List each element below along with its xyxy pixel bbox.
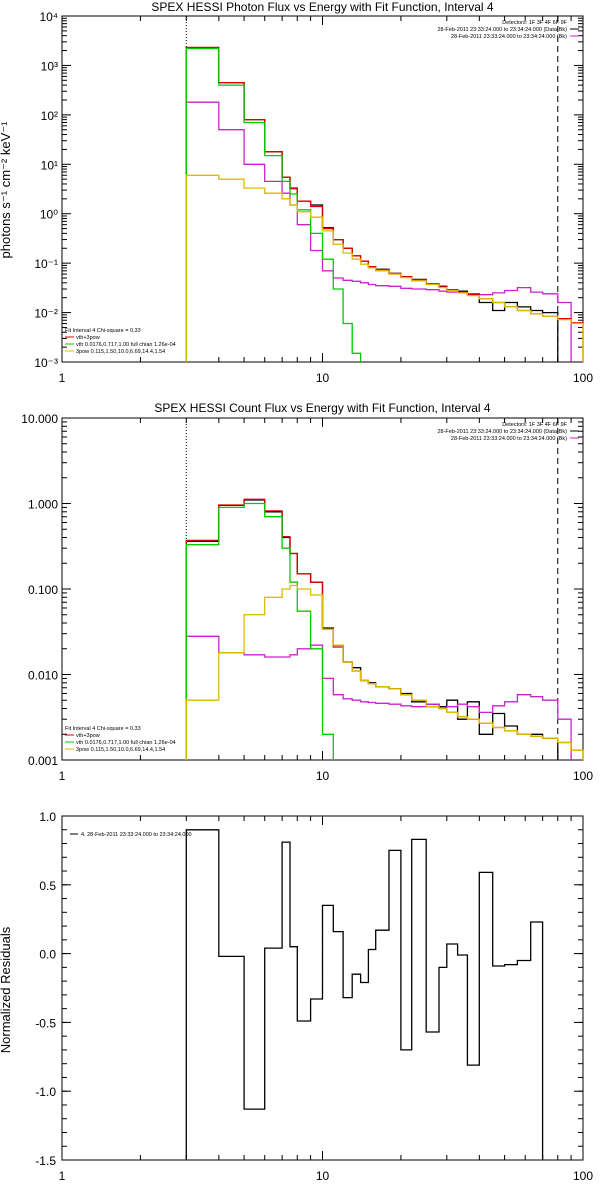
chart-title: SPEX HESSI Count Flux vs Energy with Fit… <box>154 401 490 415</box>
legend-top-right-entry: 28-Feb-2011 23:33:24.000 to 23:34:24.000… <box>451 436 567 442</box>
series-data-bk <box>185 499 559 760</box>
x-tick-label: 10 <box>316 769 330 783</box>
series-vth-3pow <box>185 46 584 362</box>
legend-bottom-left-entry: 3pow 0.115,1.50,10.0,6.69,14.4,1.54 <box>76 747 165 753</box>
series-vth <box>185 502 334 760</box>
x-tick-label: 100 <box>573 769 593 783</box>
legend-entry: 4. 28-Feb-2011 23:33:24.000 to 23:34:24.… <box>81 832 192 838</box>
chart-panel-2: SPEX HESSI Count Flux vs Energy with Fit… <box>21 401 593 783</box>
y-tick-label: 10³ <box>41 59 58 73</box>
series-bk <box>185 101 572 362</box>
y-tick-label: 0.010 <box>28 669 58 683</box>
legend-bottom-left-entry: vth+3pow <box>76 335 100 341</box>
y-tick-label: 10⁴ <box>39 10 58 24</box>
series-data-bk <box>185 46 559 362</box>
series-residuals <box>185 829 544 1160</box>
x-tick-label: 1 <box>59 769 66 783</box>
chart-panel-1: SPEX HESSI Photon Flux vs Energy with Fi… <box>0 0 593 385</box>
y-tick-label: -1.5 <box>35 1154 56 1168</box>
legend-bottom-left-entry: vth 0.0176,0.717,1.00 full chian 1.26e-0… <box>76 740 176 746</box>
legend-bottom-left-entry: 3pow 0.115,1.50,10.0,6.69,14.4,1.54 <box>76 349 165 355</box>
y-tick-label: 1.000 <box>28 498 58 512</box>
y-tick-label: 10⁰ <box>40 208 58 222</box>
legend-top-right-entry: 28-Feb-2011 23:33:24.000 to 23:34:24.000… <box>437 27 567 33</box>
x-tick-label: 1 <box>59 1169 66 1183</box>
x-tick-label: 1 <box>59 371 66 385</box>
y-tick-label: 0.5 <box>39 879 56 893</box>
legend-top-right-entry: 28-Feb-2011 23:33:24.000 to 23:34:24.000… <box>451 34 567 40</box>
legend-bottom-left-entry: Fit Interval 4 Chi-square = 0.33 <box>65 726 141 732</box>
series-vth-3pow <box>185 498 584 760</box>
y-tick-label: 10¹ <box>41 158 58 172</box>
y-tick-label: 0.0 <box>39 948 56 962</box>
legend-bottom-left-entry: vth 0.0176,0.717,1.00 full chian 1.26e-0… <box>76 342 176 348</box>
chart-title: SPEX HESSI Photon Flux vs Energy with Fi… <box>151 0 493 14</box>
x-tick-label: 10 <box>316 371 330 385</box>
x-tick-label: 10 <box>316 1169 330 1183</box>
y-tick-label: 10⁻² <box>34 307 58 321</box>
y-tick-label: 10² <box>41 109 58 123</box>
x-tick-label: 100 <box>573 1169 593 1183</box>
y-tick-label: -0.5 <box>35 1016 56 1030</box>
legend-bottom-left-entry: Fit Interval 4 Chi-square = 0.33 <box>65 328 141 334</box>
y-tick-label: -1.0 <box>35 1085 56 1099</box>
legend-top-right-entry: 28-Feb-2011 23:33:24.000 to 23:34:24.000… <box>437 429 567 435</box>
chart-panel-3: 1 10 100 -1.5 -1.0 -0.5 0.0 0.5 1.0 Normalized Re… <box>0 810 593 1183</box>
x-tick-label: 100 <box>573 371 593 385</box>
y-tick-label: 0.100 <box>28 583 58 597</box>
y-axis-label: photons s⁻¹ cm⁻² keV⁻¹ <box>0 121 13 259</box>
y-axis-label: Normalized Residuals <box>0 926 13 1053</box>
legend-top-right-entry: Detectors: 1F 3F 4F 6F 9F <box>502 20 567 26</box>
y-tick-label: 1.0 <box>39 810 56 824</box>
series-vth <box>185 47 362 362</box>
series-3pow <box>185 584 584 760</box>
legend-top-right-entry: Detectors: 1F 3F 4F 6F 9F <box>502 422 567 428</box>
legend-bottom-left-entry: vth+3pow <box>76 733 100 739</box>
series-3pow <box>185 174 584 362</box>
y-tick-label: 0.001 <box>28 754 58 768</box>
series-bk <box>185 635 572 760</box>
y-tick-label: 10.000 <box>21 412 58 426</box>
y-tick-label: 10⁻¹ <box>34 257 58 271</box>
y-tick-label: 10⁻³ <box>34 356 58 370</box>
